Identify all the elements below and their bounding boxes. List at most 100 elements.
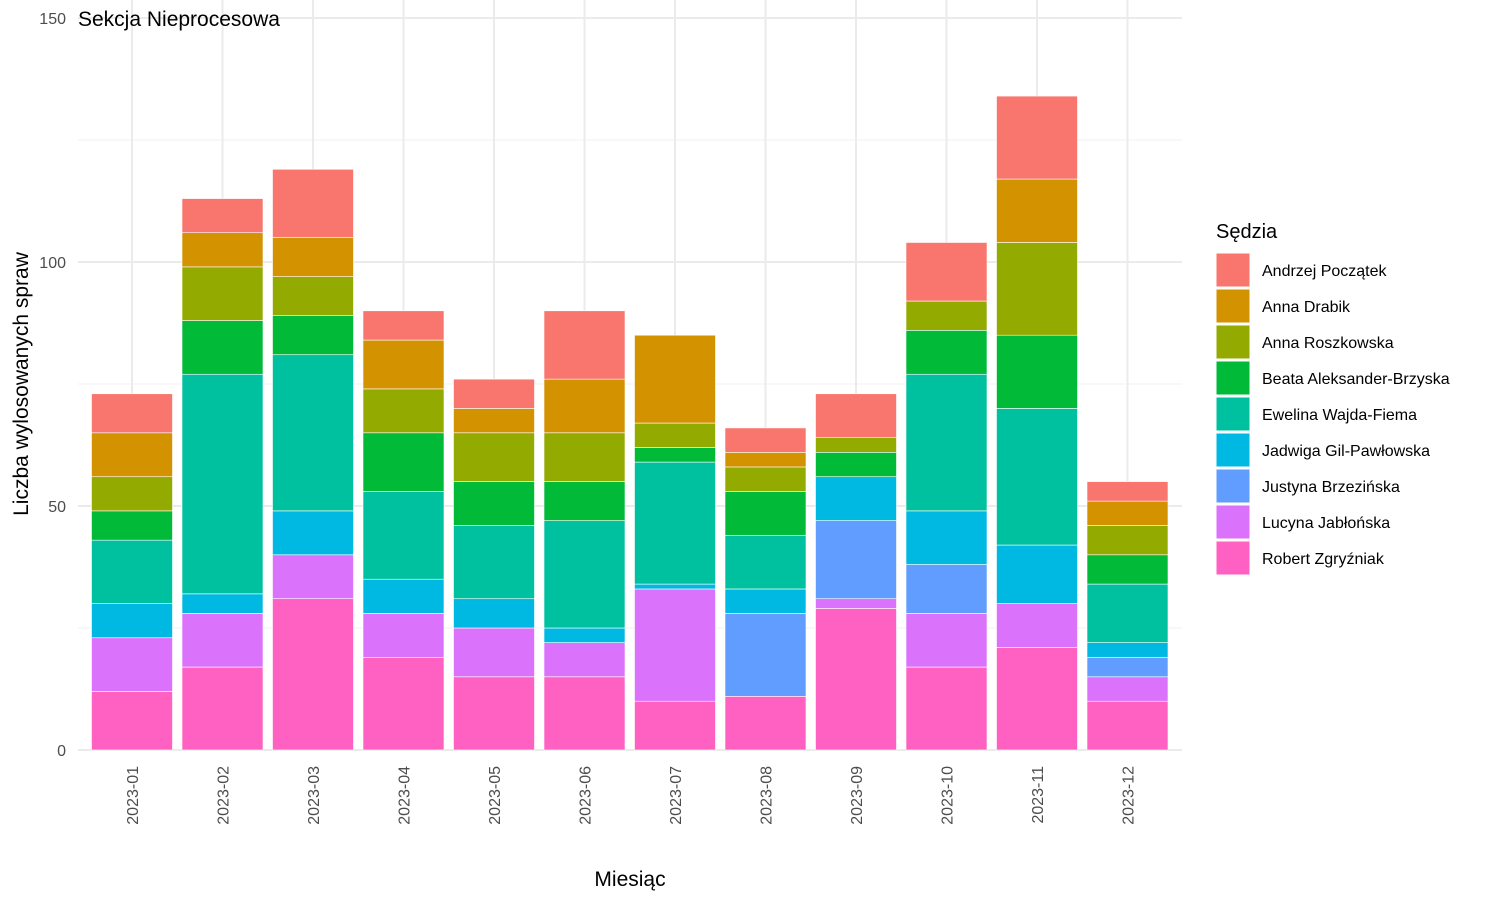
bar-segment [91, 510, 173, 541]
x-tick-label: 2023-04 [397, 766, 414, 825]
legend-label: Anna Drabik [1262, 299, 1351, 316]
bar-segment [543, 520, 626, 629]
x-tick-label: 2023-08 [759, 766, 776, 825]
bar-segment [1086, 525, 1169, 556]
y-axis-title: Liczba wylosowanych spraw [10, 251, 33, 516]
bar-segment [181, 320, 264, 375]
x-tick-label: 2023-11 [1030, 766, 1047, 824]
bar-segment [362, 388, 445, 434]
bar-segment [181, 373, 264, 595]
bar-segment [634, 334, 716, 424]
bar-segment [453, 432, 535, 482]
bar-segment [362, 578, 445, 614]
bar-segment [815, 598, 897, 609]
legend: Sędzia Andrzej Początek Anna Drabik Anna R… [1215, 221, 1450, 576]
legend-key [1215, 468, 1251, 504]
bar-segment [453, 408, 535, 434]
x-tick-label: 2023-06 [578, 766, 595, 825]
y-tick-label: 50 [48, 499, 66, 516]
bar-segment [272, 276, 354, 316]
legend-label: Lucyna Jabłońska [1262, 515, 1390, 532]
bar-segment [181, 593, 264, 614]
bar-segment [91, 603, 173, 639]
bar-segment [905, 564, 988, 614]
bar-segment [272, 237, 354, 277]
bar-segment [815, 452, 897, 478]
bar-segment [543, 676, 626, 751]
bar-segment [905, 373, 988, 512]
bar-segment [996, 334, 1078, 409]
bar-segment [453, 378, 535, 409]
bar-segment [91, 393, 173, 434]
legend-key [1215, 360, 1251, 396]
legend-label: Ewelina Wajda-Fiema [1262, 407, 1417, 424]
bar-segment [362, 310, 445, 341]
x-axis-ticks: 2023-01 2023-02 2023-03 2023-04 2023-05 2023-… [125, 766, 1138, 825]
bar-segment [1086, 554, 1169, 585]
bar-segment [91, 476, 173, 512]
legend-key [1215, 288, 1251, 324]
x-tick-label: 2023-09 [849, 766, 866, 825]
legend-label: Anna Roszkowska [1262, 335, 1394, 352]
bar-segment [724, 427, 807, 453]
legend-label: Jadwiga Gil-Pawłowska [1262, 443, 1430, 460]
x-tick-label: 2023-07 [668, 766, 685, 825]
x-tick-label: 2023-03 [306, 766, 323, 825]
bar-segment [996, 603, 1078, 648]
bar-segment [1086, 676, 1169, 702]
bar-segment [181, 232, 264, 268]
y-tick-label: 100 [39, 255, 66, 272]
bar-segment [634, 588, 716, 702]
bar-segment [362, 613, 445, 658]
bar-segment [634, 461, 716, 585]
bar-segment [905, 510, 988, 565]
bar-segment [543, 378, 626, 434]
bar-segment [724, 466, 807, 492]
bar-segment [996, 95, 1078, 180]
bar-segment [724, 613, 807, 697]
bar-segment [815, 520, 897, 600]
legend-title: Sędzia [1216, 221, 1278, 243]
bar-segment [815, 608, 897, 751]
bar-segment [272, 315, 354, 356]
bar-segment [543, 310, 626, 380]
bar-segment [91, 432, 173, 478]
bar-segment [272, 354, 354, 512]
bar-segment [634, 447, 716, 463]
bar-segment [815, 476, 897, 521]
bar-segment [272, 510, 354, 556]
legend-label: Beata Aleksander-Brzyska [1262, 371, 1450, 388]
bar-segment [453, 598, 535, 629]
bar-segment [996, 242, 1078, 336]
bar-segment [272, 554, 354, 600]
bar-segment [543, 642, 626, 678]
y-tick-label: 0 [57, 743, 66, 760]
chart-title: Sekcja Nieprocesowa [78, 8, 280, 31]
bar-segment [91, 539, 173, 604]
bar-segment [1086, 700, 1169, 751]
x-axis-title: Miesiąc [594, 868, 665, 891]
x-tick-label: 2023-10 [940, 766, 957, 825]
legend-key [1215, 504, 1251, 540]
bar-segment [181, 613, 264, 668]
bar-segment [724, 534, 807, 590]
bar-segment [634, 700, 716, 751]
bar-segment [453, 525, 535, 600]
bar-segment [543, 481, 626, 521]
bar-segment [905, 242, 988, 302]
bar-segment [905, 330, 988, 375]
bar-segment [724, 452, 807, 468]
bar-segment [181, 266, 264, 321]
bar-segment [996, 408, 1078, 546]
bar-segment [272, 598, 354, 751]
legend-key [1215, 396, 1251, 432]
bar-segment [1086, 481, 1169, 502]
bar-segment [815, 437, 897, 453]
bar-segment [996, 178, 1078, 243]
legend-key [1215, 540, 1251, 576]
bar-segment [543, 432, 626, 482]
bar-segment [272, 168, 354, 238]
bar-segment [815, 393, 897, 438]
bar-segment [1086, 656, 1169, 678]
